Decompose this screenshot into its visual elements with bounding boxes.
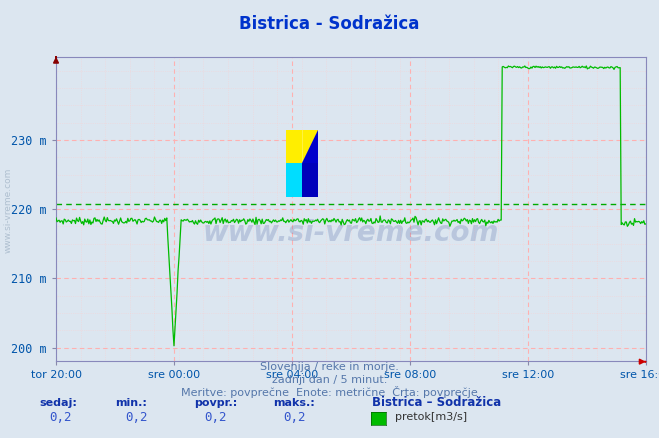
Text: Bistrica - Sodražica: Bistrica - Sodražica bbox=[239, 15, 420, 33]
Text: zadnji dan / 5 minut.: zadnji dan / 5 minut. bbox=[272, 375, 387, 385]
Text: povpr.:: povpr.: bbox=[194, 399, 238, 409]
Text: sedaj:: sedaj: bbox=[40, 399, 77, 409]
Text: Meritve: povprečne  Enote: metrične  Črta: povprečje: Meritve: povprečne Enote: metrične Črta:… bbox=[181, 386, 478, 399]
Text: min.:: min.: bbox=[115, 399, 147, 409]
Text: Slovenija / reke in morje.: Slovenija / reke in morje. bbox=[260, 362, 399, 372]
Text: 0,2: 0,2 bbox=[283, 411, 306, 424]
Text: www.si-vreme.com: www.si-vreme.com bbox=[203, 219, 499, 247]
Text: 0,2: 0,2 bbox=[125, 411, 148, 424]
Text: Bistrica – Sodražica: Bistrica – Sodražica bbox=[372, 396, 501, 410]
Text: pretok[m3/s]: pretok[m3/s] bbox=[395, 413, 467, 423]
Text: 0,2: 0,2 bbox=[49, 411, 72, 424]
Text: www.si-vreme.com: www.si-vreme.com bbox=[3, 168, 13, 253]
Text: maks.:: maks.: bbox=[273, 399, 315, 409]
Text: 0,2: 0,2 bbox=[204, 411, 227, 424]
